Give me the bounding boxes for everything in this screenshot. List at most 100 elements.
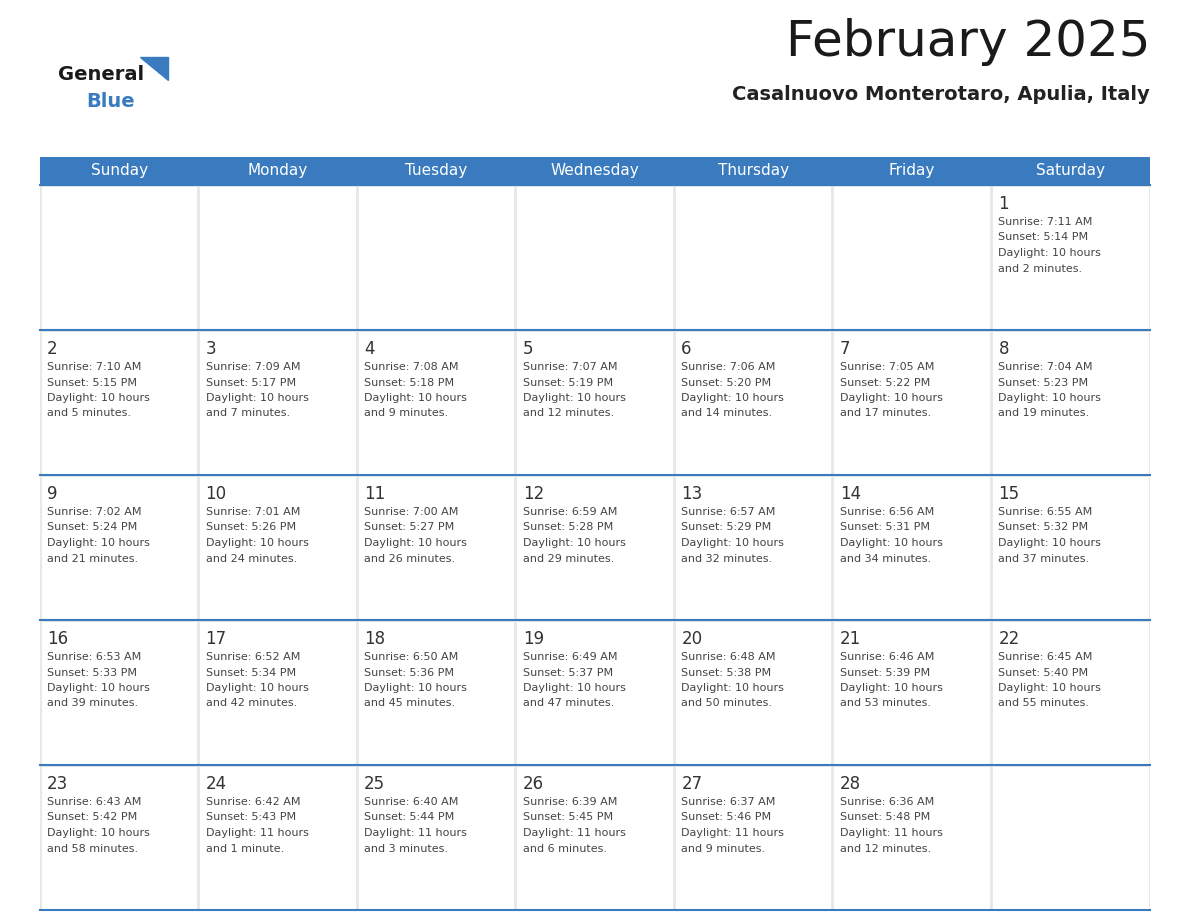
Text: Daylight: 11 hours: Daylight: 11 hours (840, 828, 943, 838)
Text: Wednesday: Wednesday (550, 163, 639, 178)
Bar (993, 767, 1149, 909)
Text: 7: 7 (840, 340, 851, 358)
Text: and 3 minutes.: and 3 minutes. (365, 844, 448, 854)
Bar (834, 767, 990, 909)
Text: Daylight: 10 hours: Daylight: 10 hours (840, 393, 943, 403)
Bar (993, 331, 1149, 474)
Text: Sunset: 5:38 PM: Sunset: 5:38 PM (681, 667, 771, 677)
Text: Sunrise: 6:45 AM: Sunrise: 6:45 AM (998, 652, 1093, 662)
Text: Sunrise: 6:40 AM: Sunrise: 6:40 AM (365, 797, 459, 807)
Bar (834, 331, 990, 474)
Text: Sunset: 5:40 PM: Sunset: 5:40 PM (998, 667, 1088, 677)
Bar (993, 476, 1149, 619)
Text: and 14 minutes.: and 14 minutes. (681, 409, 772, 419)
Text: 14: 14 (840, 485, 861, 503)
Text: Sunrise: 7:10 AM: Sunrise: 7:10 AM (48, 362, 141, 372)
Bar (676, 767, 832, 909)
Text: Sunrise: 6:52 AM: Sunrise: 6:52 AM (206, 652, 299, 662)
Text: Sunrise: 6:59 AM: Sunrise: 6:59 AM (523, 507, 617, 517)
Text: Daylight: 10 hours: Daylight: 10 hours (365, 393, 467, 403)
Bar (359, 331, 514, 474)
Text: Sunset: 5:45 PM: Sunset: 5:45 PM (523, 812, 613, 823)
Bar (834, 476, 990, 619)
Bar (993, 621, 1149, 764)
Text: Daylight: 10 hours: Daylight: 10 hours (365, 538, 467, 548)
Bar (200, 767, 355, 909)
Text: Sunset: 5:28 PM: Sunset: 5:28 PM (523, 522, 613, 532)
Text: Blue: Blue (86, 92, 134, 111)
Text: Sunrise: 7:02 AM: Sunrise: 7:02 AM (48, 507, 141, 517)
Text: Daylight: 10 hours: Daylight: 10 hours (206, 683, 309, 693)
Text: 11: 11 (365, 485, 385, 503)
Text: Daylight: 10 hours: Daylight: 10 hours (998, 683, 1101, 693)
Text: Daylight: 10 hours: Daylight: 10 hours (48, 393, 150, 403)
Text: Sunrise: 6:57 AM: Sunrise: 6:57 AM (681, 507, 776, 517)
Text: 28: 28 (840, 775, 861, 793)
Text: Sunrise: 7:05 AM: Sunrise: 7:05 AM (840, 362, 934, 372)
Text: Sunset: 5:39 PM: Sunset: 5:39 PM (840, 667, 930, 677)
Text: Tuesday: Tuesday (405, 163, 468, 178)
Text: and 58 minutes.: and 58 minutes. (48, 844, 138, 854)
Text: Sunset: 5:19 PM: Sunset: 5:19 PM (523, 377, 613, 387)
Text: and 47 minutes.: and 47 minutes. (523, 699, 614, 709)
Text: Sunrise: 6:46 AM: Sunrise: 6:46 AM (840, 652, 934, 662)
Bar (40, 185, 1150, 910)
Bar (993, 186, 1149, 329)
Text: 16: 16 (48, 630, 68, 648)
Text: Daylight: 10 hours: Daylight: 10 hours (840, 683, 943, 693)
Text: Sunset: 5:15 PM: Sunset: 5:15 PM (48, 377, 137, 387)
Text: Sunset: 5:22 PM: Sunset: 5:22 PM (840, 377, 930, 387)
Text: Daylight: 10 hours: Daylight: 10 hours (523, 538, 626, 548)
Text: Sunrise: 6:36 AM: Sunrise: 6:36 AM (840, 797, 934, 807)
Text: Sunrise: 7:07 AM: Sunrise: 7:07 AM (523, 362, 618, 372)
Text: Sunrise: 6:49 AM: Sunrise: 6:49 AM (523, 652, 618, 662)
Text: and 53 minutes.: and 53 minutes. (840, 699, 931, 709)
Text: and 32 minutes.: and 32 minutes. (681, 554, 772, 564)
Text: and 9 minutes.: and 9 minutes. (681, 844, 765, 854)
Text: Daylight: 10 hours: Daylight: 10 hours (48, 828, 150, 838)
Text: Sunset: 5:18 PM: Sunset: 5:18 PM (365, 377, 454, 387)
Text: Sunset: 5:34 PM: Sunset: 5:34 PM (206, 667, 296, 677)
Bar (676, 331, 832, 474)
Text: 27: 27 (681, 775, 702, 793)
Text: Daylight: 10 hours: Daylight: 10 hours (998, 538, 1101, 548)
Text: 19: 19 (523, 630, 544, 648)
Text: Sunset: 5:27 PM: Sunset: 5:27 PM (365, 522, 454, 532)
Bar (676, 621, 832, 764)
Text: Sunrise: 7:04 AM: Sunrise: 7:04 AM (998, 362, 1093, 372)
Text: 13: 13 (681, 485, 702, 503)
Text: 2: 2 (48, 340, 58, 358)
Bar (359, 476, 514, 619)
Text: Sunset: 5:37 PM: Sunset: 5:37 PM (523, 667, 613, 677)
Text: General: General (58, 65, 144, 84)
Bar (42, 186, 197, 329)
Text: 26: 26 (523, 775, 544, 793)
Text: 1: 1 (998, 195, 1009, 213)
Text: 15: 15 (998, 485, 1019, 503)
Bar (42, 621, 197, 764)
Text: Daylight: 10 hours: Daylight: 10 hours (48, 538, 150, 548)
Text: Daylight: 11 hours: Daylight: 11 hours (681, 828, 784, 838)
Text: Sunset: 5:24 PM: Sunset: 5:24 PM (48, 522, 138, 532)
Text: Sunset: 5:48 PM: Sunset: 5:48 PM (840, 812, 930, 823)
Text: Sunrise: 6:50 AM: Sunrise: 6:50 AM (365, 652, 459, 662)
Text: and 12 minutes.: and 12 minutes. (840, 844, 931, 854)
Text: 12: 12 (523, 485, 544, 503)
Text: Daylight: 10 hours: Daylight: 10 hours (840, 538, 943, 548)
Text: Sunrise: 7:11 AM: Sunrise: 7:11 AM (998, 217, 1093, 227)
Text: Daylight: 10 hours: Daylight: 10 hours (998, 393, 1101, 403)
Text: Daylight: 10 hours: Daylight: 10 hours (206, 538, 309, 548)
Text: Daylight: 10 hours: Daylight: 10 hours (681, 393, 784, 403)
Bar (200, 331, 355, 474)
Bar (517, 621, 672, 764)
Text: Sunset: 5:36 PM: Sunset: 5:36 PM (365, 667, 454, 677)
Text: Sunset: 5:17 PM: Sunset: 5:17 PM (206, 377, 296, 387)
Text: and 7 minutes.: and 7 minutes. (206, 409, 290, 419)
Text: and 17 minutes.: and 17 minutes. (840, 409, 931, 419)
Text: 5: 5 (523, 340, 533, 358)
Bar (517, 331, 672, 474)
Bar (200, 186, 355, 329)
Text: and 29 minutes.: and 29 minutes. (523, 554, 614, 564)
Bar (517, 476, 672, 619)
Text: and 5 minutes.: and 5 minutes. (48, 409, 131, 419)
